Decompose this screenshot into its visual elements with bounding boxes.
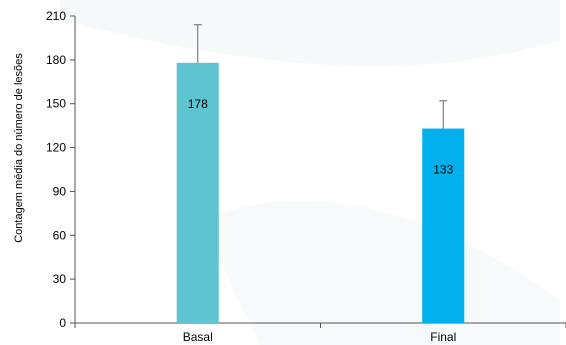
y-tick-label: 150 — [46, 97, 66, 111]
y-tick-label: 0 — [59, 316, 66, 330]
x-tick-label: Final — [430, 330, 456, 344]
y-tick-label: 30 — [53, 272, 67, 286]
bar-final — [422, 128, 465, 323]
y-tick-label: 120 — [46, 141, 66, 155]
x-axis: Basal Final — [74, 322, 566, 344]
data-label: 133 — [433, 163, 453, 177]
x-tick-label: Basal — [183, 330, 213, 344]
y-tick-label: 180 — [46, 53, 66, 67]
y-axis: 0 30 60 90 120 150 180 210 — [46, 9, 76, 330]
data-label: 178 — [188, 97, 208, 111]
y-tick-label: 60 — [53, 228, 67, 242]
background-decoration — [60, 0, 560, 345]
y-tick-label: 90 — [53, 184, 67, 198]
y-tick-label: 210 — [46, 9, 66, 23]
y-axis-label: Contagem média do número de lesões — [13, 53, 25, 243]
bars: 178 133 — [176, 24, 465, 324]
bar-basal — [176, 62, 219, 324]
